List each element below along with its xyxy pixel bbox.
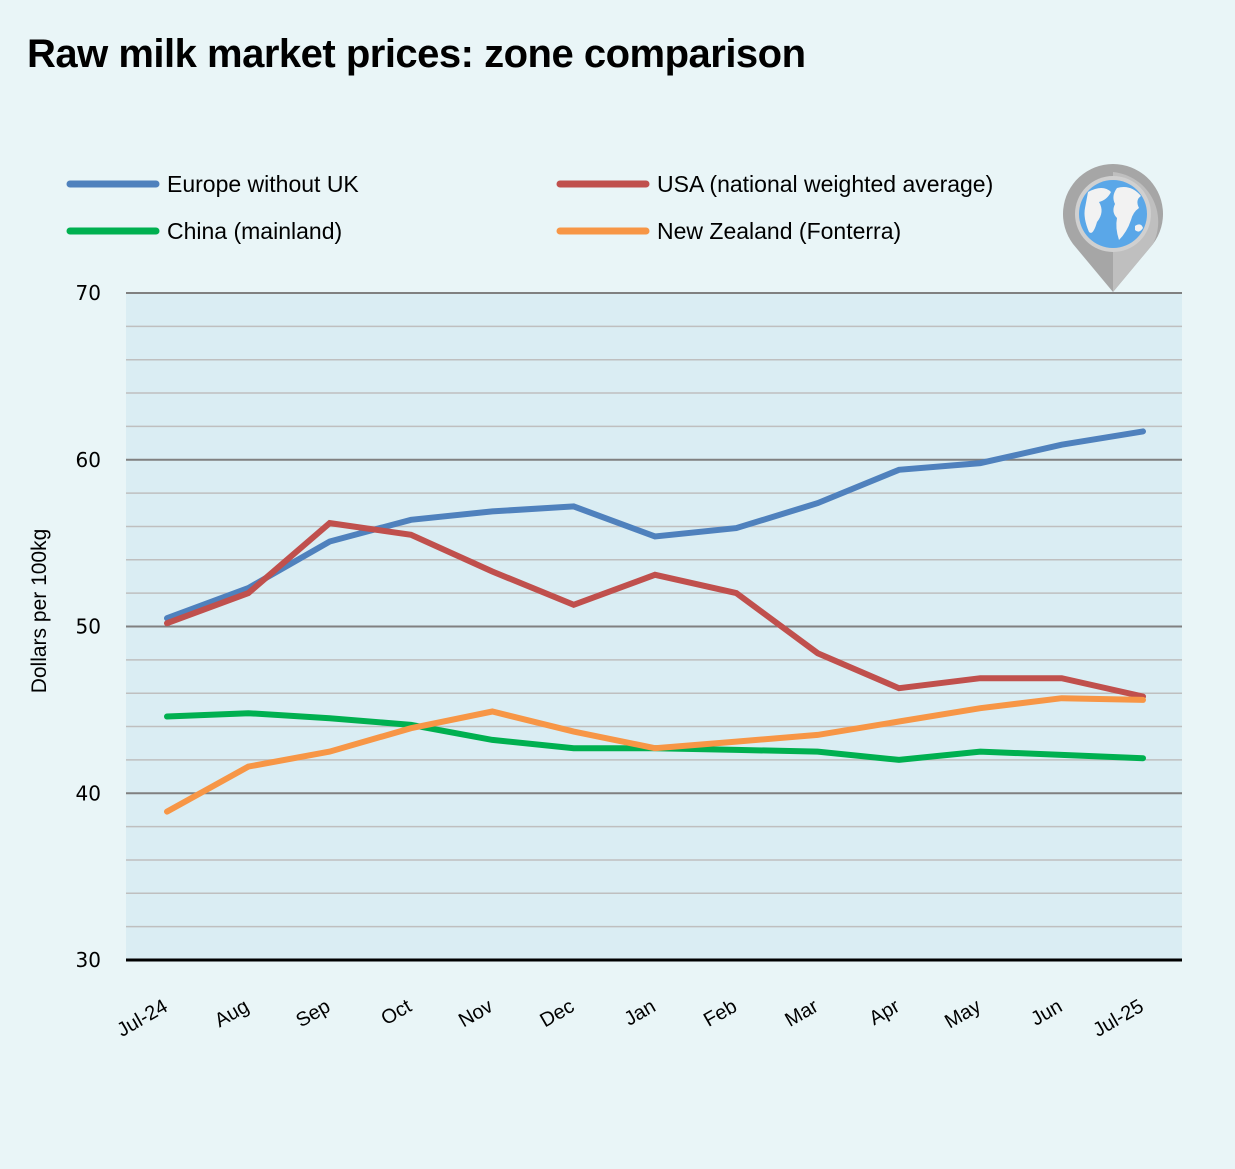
x-tick-label: Apr — [866, 995, 904, 1030]
y-tick-label: 60 — [76, 448, 101, 472]
x-tick-label: Jan — [621, 995, 660, 1030]
x-tick-label: Jun — [1027, 995, 1066, 1030]
legend-label: USA (national weighted average) — [657, 171, 993, 197]
legend-label: China (mainland) — [167, 218, 342, 244]
chart-title: Raw milk market prices: zone comparison — [27, 32, 806, 76]
legend-label: New Zealand (Fonterra) — [657, 218, 901, 244]
y-tick-label: 70 — [76, 281, 101, 305]
y-tick-label: 30 — [76, 948, 101, 972]
globe-map-pin-icon — [1063, 164, 1163, 292]
x-tick-label: Dec — [536, 995, 578, 1032]
legend-label: Europe without UK — [167, 171, 359, 197]
plot-area: 30 40 50 60 70 Jul-24 Aug Sep Oct Nov Dec Jan Feb Mar… — [76, 281, 1182, 1042]
x-tick-label: Aug — [211, 995, 253, 1032]
x-tick-label: Feb — [700, 995, 741, 1031]
x-tick-label: Jul-25 — [1089, 995, 1147, 1041]
legend: Europe without UK USA (national weighted … — [66, 171, 993, 244]
y-tick-label: 50 — [76, 615, 101, 639]
x-tick-label: Mar — [781, 995, 822, 1031]
x-tick-label: May — [941, 995, 985, 1033]
y-tick-label: 40 — [76, 781, 101, 805]
y-axis-label: Dollars per 100kg — [28, 529, 51, 694]
x-tick-label: Sep — [292, 995, 334, 1032]
x-tick-label: Nov — [455, 995, 497, 1032]
x-tick-label: Jul-24 — [113, 995, 171, 1041]
x-tick-label: Oct — [378, 995, 416, 1030]
